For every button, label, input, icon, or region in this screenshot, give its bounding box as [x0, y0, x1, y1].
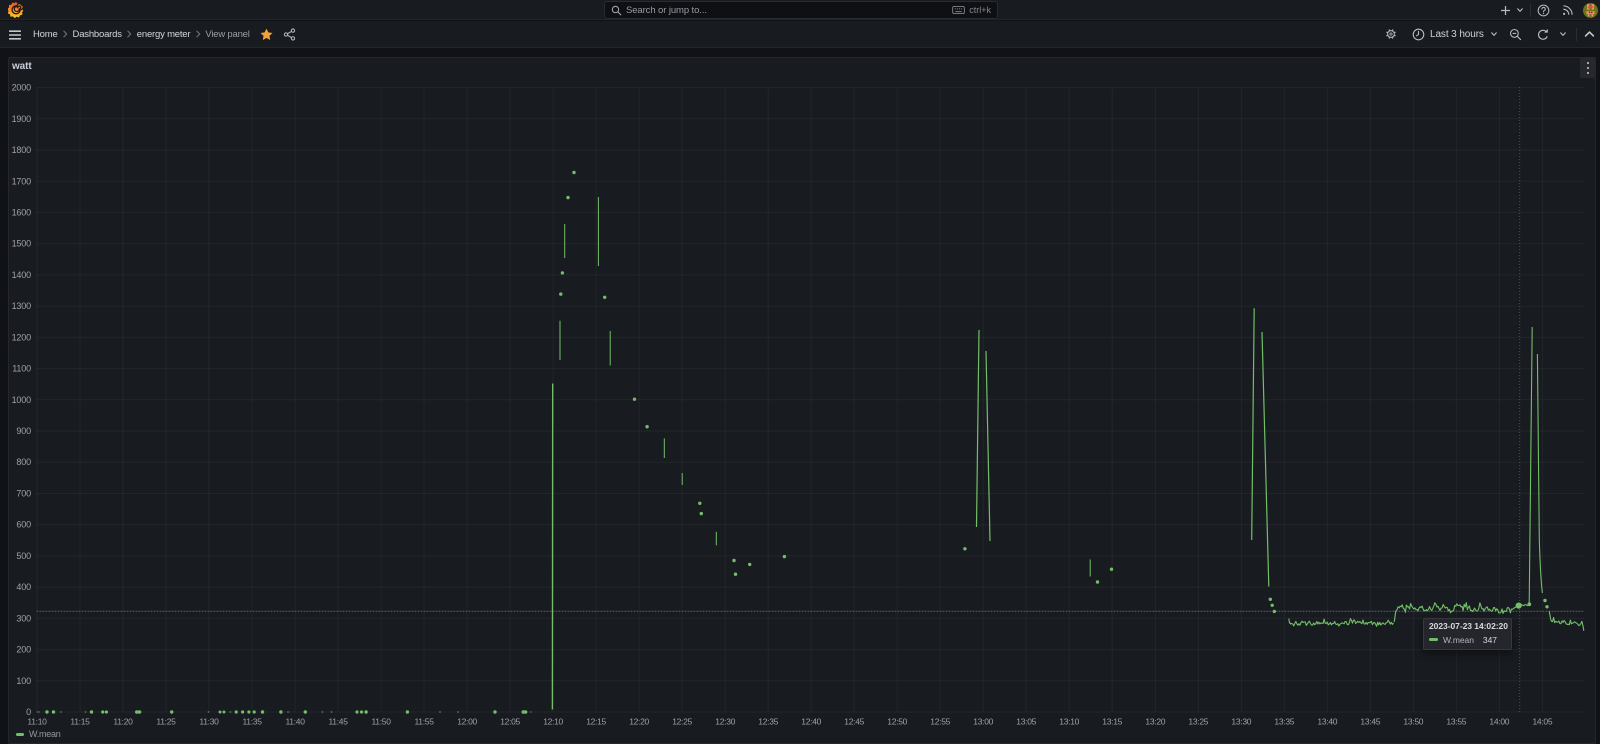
svg-text:12:50: 12:50: [887, 717, 907, 727]
svg-text:2000: 2000: [12, 83, 32, 93]
svg-text:12:30: 12:30: [715, 717, 735, 727]
svg-text:1200: 1200: [12, 332, 32, 342]
svg-text:12:00: 12:00: [457, 717, 477, 727]
svg-text:1800: 1800: [12, 145, 32, 155]
svg-text:11:30: 11:30: [199, 717, 219, 727]
svg-text:400: 400: [16, 582, 31, 592]
svg-text:1600: 1600: [12, 208, 32, 218]
svg-text:12:35: 12:35: [758, 717, 778, 727]
svg-text:13:50: 13:50: [1403, 717, 1423, 727]
svg-text:14:05: 14:05: [1533, 717, 1553, 727]
svg-text:11:55: 11:55: [415, 717, 435, 727]
svg-text:12:10: 12:10: [543, 717, 563, 727]
svg-text:11:35: 11:35: [243, 717, 263, 727]
svg-text:13:10: 13:10: [1059, 717, 1079, 727]
svg-text:12:25: 12:25: [672, 717, 692, 727]
svg-text:300: 300: [16, 613, 31, 623]
svg-text:500: 500: [16, 551, 31, 561]
svg-text:11:50: 11:50: [372, 717, 392, 727]
svg-text:600: 600: [16, 520, 31, 530]
svg-text:13:05: 13:05: [1016, 717, 1036, 727]
svg-text:12:20: 12:20: [629, 717, 649, 727]
svg-text:12:55: 12:55: [930, 717, 950, 727]
svg-text:11:10: 11:10: [27, 717, 47, 727]
svg-text:0: 0: [26, 707, 31, 717]
svg-text:11:40: 11:40: [286, 717, 306, 727]
svg-text:200: 200: [16, 645, 31, 655]
svg-text:12:45: 12:45: [844, 717, 864, 727]
svg-text:13:35: 13:35: [1274, 717, 1294, 727]
svg-text:11:45: 11:45: [329, 717, 349, 727]
svg-text:13:55: 13:55: [1446, 717, 1466, 727]
svg-text:100: 100: [16, 676, 31, 686]
svg-text:13:30: 13:30: [1231, 717, 1251, 727]
svg-text:11:15: 11:15: [70, 717, 90, 727]
svg-text:13:15: 13:15: [1102, 717, 1122, 727]
svg-text:13:40: 13:40: [1317, 717, 1337, 727]
svg-text:1700: 1700: [12, 176, 32, 186]
svg-text:1400: 1400: [12, 270, 32, 280]
svg-text:12:40: 12:40: [801, 717, 821, 727]
svg-text:700: 700: [16, 489, 31, 499]
svg-text:12:15: 12:15: [586, 717, 606, 727]
svg-text:11:20: 11:20: [113, 717, 133, 727]
svg-text:12:05: 12:05: [500, 717, 520, 727]
svg-text:900: 900: [16, 426, 31, 436]
svg-text:13:00: 13:00: [973, 717, 993, 727]
svg-text:13:45: 13:45: [1360, 717, 1380, 727]
svg-text:1100: 1100: [12, 364, 31, 374]
svg-text:11:25: 11:25: [156, 717, 176, 727]
svg-text:1900: 1900: [12, 114, 32, 124]
svg-text:13:25: 13:25: [1188, 717, 1208, 727]
svg-text:1000: 1000: [12, 395, 32, 405]
svg-text:1300: 1300: [12, 301, 32, 311]
svg-text:13:20: 13:20: [1145, 717, 1165, 727]
svg-text:1500: 1500: [12, 239, 32, 249]
svg-text:800: 800: [16, 457, 31, 467]
svg-text:14:00: 14:00: [1489, 717, 1509, 727]
